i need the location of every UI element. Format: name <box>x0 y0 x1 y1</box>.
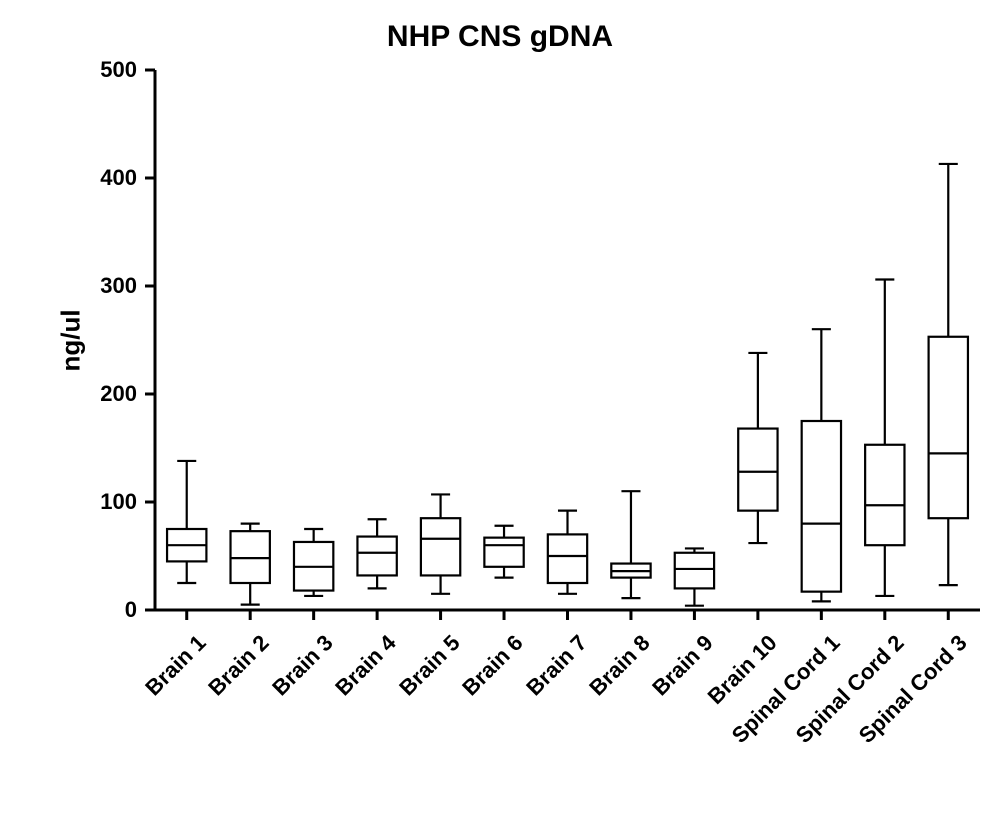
y-tick-label: 200 <box>77 381 137 407</box>
box <box>484 538 523 567</box>
box <box>738 429 777 511</box>
y-tick-label: 400 <box>77 165 137 191</box>
box <box>802 421 841 592</box>
box <box>929 337 968 518</box>
y-tick-label: 300 <box>77 273 137 299</box>
box <box>421 518 460 575</box>
boxplot-chart: NHP CNS gDNA ng/ul 0100200300400500 Brai… <box>0 0 1000 824</box>
box <box>675 553 714 589</box>
box <box>357 537 396 576</box>
box <box>548 534 587 583</box>
y-tick-label: 500 <box>77 57 137 83</box>
box <box>865 445 904 545</box>
y-tick-label: 100 <box>77 489 137 515</box>
y-tick-label: 0 <box>77 597 137 623</box>
